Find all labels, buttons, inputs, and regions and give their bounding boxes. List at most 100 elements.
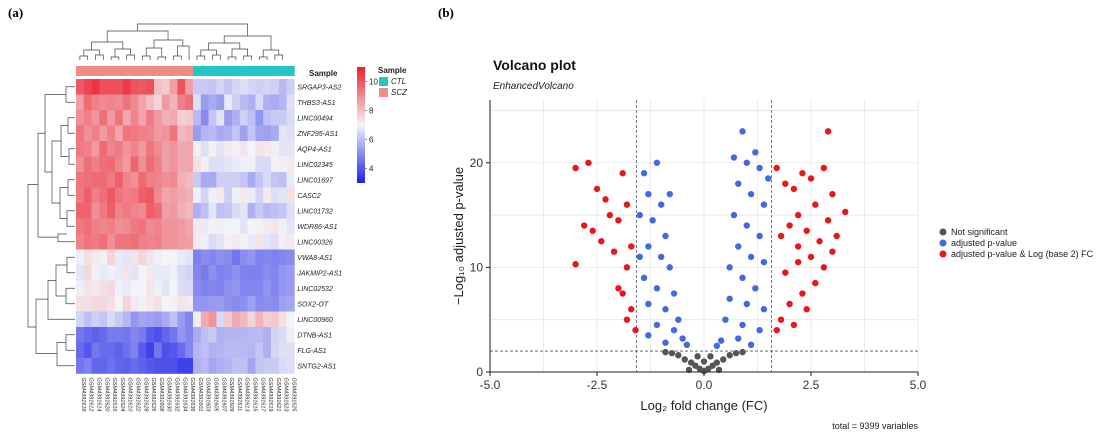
row-branch xyxy=(65,334,75,351)
heatmap-cell xyxy=(169,234,178,250)
heatmap-cell xyxy=(169,187,178,204)
sample-label: GSM4391605 xyxy=(213,378,219,413)
heatmap-cell xyxy=(91,296,100,312)
scatter-point xyxy=(628,306,635,313)
heatmap-cell xyxy=(200,141,209,157)
sample-label: GSM4391609 xyxy=(228,378,234,412)
heatmap-cell xyxy=(138,280,147,297)
heatmap-cell xyxy=(99,125,108,142)
heatmap-cell xyxy=(286,249,295,266)
sample-label: GSM4391623 xyxy=(283,378,289,413)
scatter-point xyxy=(662,306,669,313)
heatmap-cell xyxy=(122,79,131,95)
y-tick-label: 20 xyxy=(470,156,484,170)
annotation-cell xyxy=(216,66,225,76)
heatmap-cell xyxy=(76,218,85,235)
heatmap-cell xyxy=(138,342,147,359)
colorbar xyxy=(357,67,365,183)
heatmap-cell xyxy=(216,110,225,126)
heatmap-cell xyxy=(286,342,295,359)
heatmap-cell xyxy=(161,94,170,111)
heatmap-cell xyxy=(286,296,295,312)
heatmap-cell xyxy=(286,327,295,343)
scatter-point xyxy=(739,128,746,135)
legend-label: adjusted p-value xyxy=(951,238,1017,248)
heatmap-cell xyxy=(138,234,147,250)
sample-label: GSM4391626 xyxy=(150,378,156,413)
heatmap-cell xyxy=(239,358,248,374)
heatmap-cell xyxy=(130,327,139,343)
heatmap-cell xyxy=(208,125,217,142)
heatmap-cell xyxy=(208,172,217,188)
column-branch xyxy=(141,55,151,60)
heatmap-cell xyxy=(177,110,186,126)
scatter-point xyxy=(824,128,832,135)
heatmap-cell xyxy=(115,172,124,188)
heatmap-cell xyxy=(107,327,116,343)
heatmap-cell xyxy=(185,110,194,126)
heatmap-cell xyxy=(200,296,209,312)
heatmap-cell xyxy=(193,311,202,328)
heatmap-cell xyxy=(200,249,209,266)
heatmap-cell xyxy=(193,234,202,250)
heatmap-cell xyxy=(193,358,202,374)
gene-label: ZNF295-AS1 xyxy=(296,131,338,138)
legend-swatch xyxy=(939,250,947,258)
heatmap-cell xyxy=(138,203,147,219)
heatmap-cell xyxy=(130,234,139,250)
row-branch xyxy=(57,233,67,243)
scatter-point xyxy=(735,180,742,187)
heatmap-cell xyxy=(130,311,139,328)
scz-swatch xyxy=(379,88,388,97)
heatmap-cell xyxy=(161,249,170,266)
heatmap-cell xyxy=(138,94,147,111)
heatmap-cell xyxy=(138,110,147,126)
heatmap-cell xyxy=(278,141,287,157)
heatmap-cell xyxy=(169,280,178,297)
scatter-point xyxy=(645,190,652,198)
heatmap-cell xyxy=(138,156,147,173)
scatter-point xyxy=(829,248,836,255)
heatmap-cell xyxy=(255,249,264,266)
heatmap-cell xyxy=(76,358,85,374)
heatmap-cell xyxy=(130,94,139,111)
scatter-point xyxy=(752,285,759,292)
scatter-point xyxy=(662,232,669,240)
legend-label: adjusted p-value & Log (base 2) FC xyxy=(951,249,1094,259)
heatmap-cell xyxy=(130,110,139,126)
row-branch xyxy=(37,132,58,238)
scatter-point xyxy=(807,175,815,182)
annotation-cell xyxy=(161,66,170,76)
heatmap-cell xyxy=(239,79,248,95)
scatter-point xyxy=(623,201,631,208)
scatter-point xyxy=(743,159,750,166)
column-branch xyxy=(243,55,252,60)
scatter-point xyxy=(765,175,772,182)
scatter-point xyxy=(777,232,785,240)
scatter-point xyxy=(666,190,673,198)
scatter-point xyxy=(747,253,755,261)
heatmap-cell xyxy=(169,141,178,157)
heatmap-cell xyxy=(255,203,264,219)
heatmap-cell xyxy=(239,234,248,250)
heatmap-cell xyxy=(91,94,100,111)
heatmap-cell xyxy=(278,110,287,126)
heatmap-cell xyxy=(200,156,209,173)
heatmap-cell xyxy=(239,94,248,111)
scatter-point xyxy=(645,300,652,308)
heatmap-cell xyxy=(107,342,116,359)
column-dendrogram xyxy=(79,23,284,60)
heatmap-cell xyxy=(286,79,295,95)
row-branch xyxy=(56,342,75,367)
heatmap-cell xyxy=(130,342,139,359)
scatter-point xyxy=(730,211,738,219)
scatter-point xyxy=(707,353,714,360)
heatmap-cell xyxy=(278,296,287,312)
heatmap-cell xyxy=(99,249,108,266)
heatmap-cell xyxy=(286,187,295,204)
scatter-point xyxy=(752,149,759,156)
heatmap-cell xyxy=(169,342,178,359)
heatmap-cell xyxy=(76,327,85,343)
heatmap-cell xyxy=(154,342,163,359)
gene-labels: SRGAP3-AS2 THBS3-AS1 LINC00494 ZNF295-AS1 AQ… xyxy=(296,84,342,370)
